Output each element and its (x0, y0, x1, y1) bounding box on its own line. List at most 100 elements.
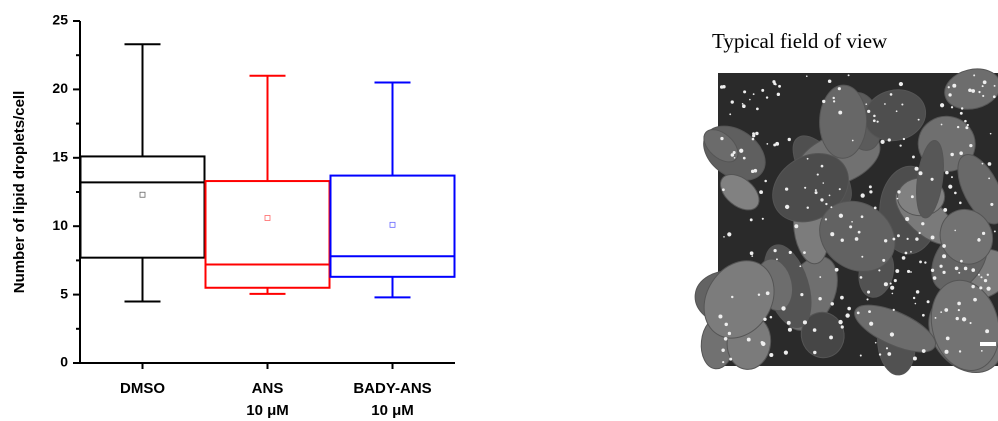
droplet (776, 258, 778, 260)
droplet (869, 190, 872, 193)
droplet (942, 271, 945, 274)
droplet (982, 163, 984, 165)
droplet (959, 202, 962, 205)
droplet (958, 309, 960, 311)
droplet (722, 85, 725, 88)
droplet (922, 349, 926, 353)
droplet (762, 218, 764, 220)
droplet (879, 353, 881, 355)
droplet (967, 124, 969, 126)
droplet (785, 205, 789, 209)
droplet (958, 272, 960, 274)
y-tick-label: 20 (52, 80, 68, 96)
droplet (935, 317, 937, 319)
droplet (865, 103, 867, 105)
droplet (763, 318, 766, 321)
droplet (867, 291, 870, 294)
droplet (942, 244, 946, 248)
droplet (987, 274, 989, 276)
droplet (978, 91, 980, 93)
droplet (841, 325, 844, 328)
droplet (866, 298, 868, 300)
droplet (829, 194, 831, 196)
droplet (722, 188, 725, 191)
droplet (907, 270, 910, 273)
droplet (724, 337, 728, 341)
droplet (978, 274, 980, 276)
droplet (835, 268, 839, 272)
droplet (731, 100, 734, 103)
droplet (915, 167, 919, 171)
droplet (825, 218, 827, 220)
droplet (983, 80, 987, 84)
droplet (828, 79, 832, 83)
droplet (861, 256, 863, 258)
droplet (924, 261, 926, 263)
droplet (788, 138, 791, 141)
droplet (750, 218, 753, 221)
droplet (778, 85, 781, 88)
droplet (829, 336, 833, 340)
droplet (868, 310, 871, 313)
scale-bar (980, 342, 996, 346)
droplet (919, 232, 921, 234)
droplet (743, 157, 746, 160)
droplet (731, 296, 733, 298)
droplet (734, 157, 736, 159)
droplet (755, 132, 758, 135)
droplet (897, 190, 900, 193)
droplet (960, 260, 963, 263)
droplet (886, 347, 888, 349)
droplet (959, 350, 961, 352)
droplet (764, 180, 767, 183)
droplet (813, 351, 816, 354)
droplet (758, 293, 760, 295)
droplet (753, 93, 755, 95)
x-tick-label: BADY-ANS (353, 380, 431, 397)
droplet (819, 276, 821, 278)
droplet (839, 188, 841, 190)
droplet (944, 308, 948, 312)
droplet (913, 357, 917, 361)
droplet (884, 282, 888, 286)
box (331, 176, 455, 277)
droplet (803, 251, 806, 254)
droplet (869, 322, 873, 326)
droplet (761, 342, 765, 346)
droplet (759, 190, 763, 194)
droplet (788, 328, 792, 332)
droplet (897, 234, 900, 237)
droplet (881, 140, 885, 144)
droplet (969, 144, 972, 147)
droplet (894, 279, 897, 282)
micrograph (690, 63, 998, 387)
droplet (893, 309, 895, 311)
droplet (852, 140, 854, 142)
droplet (948, 86, 950, 88)
droplet (971, 285, 974, 288)
droplet (990, 133, 992, 135)
droplet (733, 151, 736, 154)
droplet (994, 230, 996, 232)
droplet (739, 149, 743, 153)
droplet (910, 271, 912, 273)
droplet (931, 178, 934, 181)
droplet (781, 306, 785, 310)
droplet (789, 251, 792, 254)
droplet (941, 124, 943, 126)
droplet (955, 266, 959, 270)
y-tick-label: 0 (60, 354, 68, 370)
x-tick-label: 10 μM (371, 402, 414, 419)
droplet (830, 206, 832, 208)
droplet (728, 332, 731, 335)
droplet (988, 177, 990, 179)
droplet (961, 107, 963, 109)
droplet (722, 361, 724, 363)
droplet (931, 236, 935, 240)
droplet (887, 352, 891, 356)
droplet (770, 316, 773, 319)
droplet (752, 138, 755, 141)
droplet (890, 332, 894, 336)
box (206, 181, 330, 288)
droplet (794, 224, 798, 228)
